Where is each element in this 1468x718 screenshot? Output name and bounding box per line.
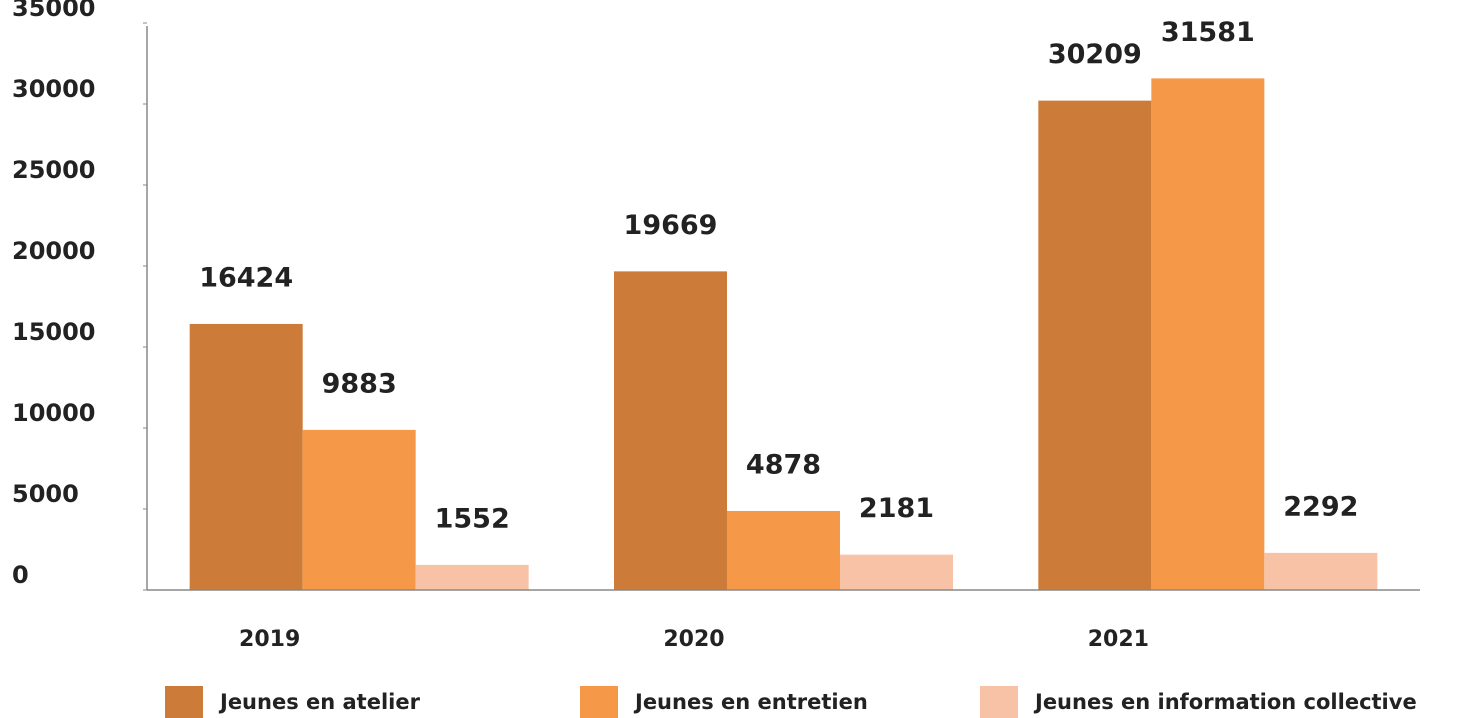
legend-swatch <box>980 686 1018 718</box>
bar <box>189 323 303 590</box>
x-tick-label: 2020 <box>663 627 724 652</box>
x-tick-label: 2019 <box>239 627 300 652</box>
value-label: 1552 <box>435 503 510 534</box>
bar <box>1264 552 1378 590</box>
bar <box>1038 100 1152 590</box>
legend-swatch <box>580 686 618 718</box>
legend-label: Jeunes en atelier <box>218 690 421 714</box>
y-tick-label: 5000 <box>12 480 79 508</box>
y-tick-label: 30000 <box>12 75 96 103</box>
legend-swatch <box>165 686 203 718</box>
legend-label: Jeunes en entretien <box>633 690 868 714</box>
x-tick-label: 2021 <box>1088 627 1149 652</box>
bar <box>840 554 953 590</box>
value-label: 16424 <box>199 262 293 293</box>
y-tick-label: 15000 <box>12 318 96 346</box>
value-label: 9883 <box>322 368 397 399</box>
value-label: 2292 <box>1283 491 1358 522</box>
y-tick-label: 25000 <box>12 156 96 184</box>
bar <box>302 429 416 590</box>
y-tick-label: 35000 <box>12 0 96 22</box>
value-label: 30209 <box>1048 39 1142 70</box>
y-tick-label: 20000 <box>12 237 96 265</box>
value-label: 31581 <box>1161 17 1255 48</box>
value-label: 19669 <box>624 210 718 241</box>
bar <box>415 564 529 590</box>
value-label: 2181 <box>859 493 934 524</box>
y-tick-label: 0 <box>12 561 29 589</box>
legend-label: Jeunes en information collective <box>1033 690 1417 714</box>
y-tick-label: 10000 <box>12 399 96 427</box>
value-label: 4878 <box>746 449 821 480</box>
bar <box>1151 78 1265 590</box>
bar <box>614 271 727 590</box>
bar <box>727 510 840 590</box>
